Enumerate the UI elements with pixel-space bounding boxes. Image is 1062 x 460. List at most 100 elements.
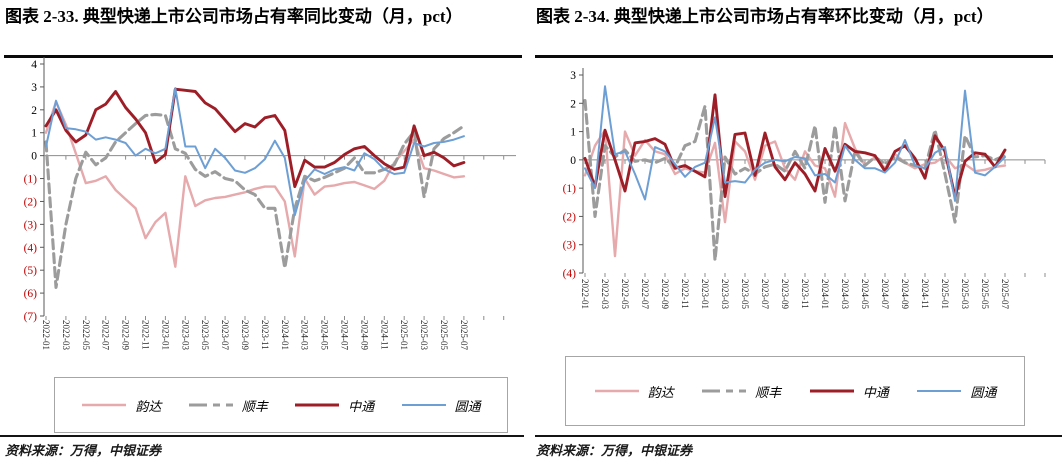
source-text: 资料来源：万得，中银证券	[536, 443, 693, 458]
legend-entry-zhongtong: 中通	[809, 382, 889, 401]
y-tick-label: (1)	[24, 174, 38, 186]
legend-label: 中通	[862, 384, 889, 400]
legend-label: 顺丰	[241, 398, 268, 414]
x-tick-label: 2022-01	[580, 279, 590, 309]
legend-label: 圆通	[970, 384, 997, 400]
x-tick-label: 2025-07	[1000, 279, 1010, 309]
legend-label: 中通	[348, 398, 375, 414]
y-tick-label: 0	[31, 151, 37, 163]
x-tick-label: 2023-03	[720, 279, 730, 309]
x-tick-label: 2023-05	[200, 320, 210, 350]
y-tick-label: (5)	[24, 265, 38, 277]
y-tick-label: 3	[570, 70, 576, 82]
legend-entry-zhongtong: 中通	[294, 396, 374, 415]
x-tick-label: 2022-05	[81, 320, 91, 350]
yunda-line-swatch-icon	[594, 389, 639, 393]
legend-label: 顺丰	[755, 384, 782, 400]
legend-entry-yunda: 韵达	[594, 382, 674, 401]
shunfeng-line-swatch-icon	[702, 389, 747, 393]
x-tick-label: 2023-01	[700, 279, 710, 309]
x-tick-label: 2024-07	[340, 320, 350, 350]
mom-line-chart: 3 2 1 0 (1) (2) (3) (4)2022-01 2022-03 2022-05 202…	[563, 68, 1046, 309]
y-tick-label: (7)	[24, 311, 38, 323]
x-tick-label: 2025-07	[459, 320, 469, 350]
x-tick-label: 2024-01	[280, 320, 290, 350]
x-tick-label: 2023-07	[760, 279, 770, 309]
series-line-shunfeng	[583, 98, 1007, 262]
yunda-line-swatch-icon	[82, 403, 127, 407]
x-tick-label: 2025-05	[980, 279, 990, 309]
x-tick-label: 2025-03	[419, 320, 429, 350]
source-text: 资料来源：万得，中银证券	[5, 443, 162, 458]
x-tick-label: 2022-03	[61, 320, 71, 350]
source-divider	[0, 435, 524, 437]
y-axis: 4 3 2 1 0 (1) (2) (3) (4) (5) (6) (7)	[24, 57, 45, 323]
y-tick-label: (1)	[563, 183, 577, 195]
y-tick-label: (2)	[24, 196, 38, 208]
x-axis	[583, 159, 1046, 277]
x-tick-label: 2024-01	[820, 279, 830, 309]
y-tick-label: 2	[570, 98, 576, 110]
x-tick-label: 2022-05	[620, 279, 630, 309]
x-tick-label: 2025-03	[960, 279, 970, 309]
series-line-yunda	[583, 121, 1007, 258]
legend-label: 韵达	[135, 398, 162, 414]
x-tick-label: 2025-05	[439, 320, 449, 350]
x-tick-label: 2023-03	[180, 320, 190, 350]
y-tick-label: 3	[31, 82, 37, 94]
yuantong-line-swatch-icon	[401, 404, 446, 406]
y-axis: 3 2 1 0 (1) (2) (3) (4)	[563, 68, 584, 280]
x-tick-label: 2022-07	[640, 279, 650, 309]
y-tick-label: (4)	[24, 242, 38, 254]
series-line-zhongtong	[583, 93, 1007, 199]
source-divider	[535, 435, 1062, 437]
x-tick-labels: 2022-01 2022-03 2022-05 2022-07 2022-09 2022-…	[580, 279, 1010, 309]
x-tick-label: 2023-01	[160, 320, 170, 350]
yoy-line-chart: 4 3 2 1 0 (1) (2) (3) (4) (5) (6) (7)2022-01 2022-03…	[24, 57, 516, 350]
y-tick-label: 1	[31, 128, 37, 140]
x-tick-label: 2023-09	[240, 320, 250, 350]
legend-entry-yunda: 韵达	[81, 396, 161, 415]
y-tick-label: 2	[31, 105, 37, 117]
legend-label: 圆通	[454, 398, 481, 414]
series-line-yuantong	[45, 87, 465, 217]
panel-mom-chart: 图表 2-34. 典型快递上市公司市场占有率环比变动（月，pct） 3 2 1 0 (1…	[531, 0, 1062, 460]
x-tick-label: 2022-03	[600, 279, 610, 309]
y-tick-label: (2)	[563, 211, 577, 223]
y-tick-label: (6)	[24, 288, 38, 300]
x-tick-label: 2022-09	[121, 320, 131, 350]
legend-entry-shunfeng: 顺丰	[701, 382, 781, 401]
series-line-yuantong	[584, 85, 1006, 202]
x-tick-label: 2024-03	[840, 279, 850, 309]
chart-legend: 韵达 顺丰 中通 圆通	[565, 356, 1025, 426]
x-tick-label: 2022-11	[141, 320, 151, 350]
x-tick-label: 2022-07	[101, 320, 111, 350]
zhongtong-line-swatch-icon	[295, 403, 340, 407]
legend-entry-yuantong: 圆通	[916, 382, 996, 401]
chart-title-mom: 图表 2-34. 典型快递上市公司市场占有率环比变动（月，pct）	[536, 7, 994, 26]
x-tick-label: 2023-05	[740, 279, 750, 309]
series-line-zhongtong	[44, 87, 466, 189]
y-tick-label: 1	[570, 127, 576, 139]
y-tick-label: (3)	[24, 219, 38, 231]
x-tick-label: 2024-03	[300, 320, 310, 350]
x-tick-label: 2022-11	[680, 279, 690, 309]
x-tick-labels: 2022-01 2022-03 2022-05 2022-07 2022-09 2022-…	[41, 320, 469, 350]
x-tick-label: 2025-01	[399, 320, 409, 350]
chart-legend: 韵达 顺丰 中通 圆通	[54, 377, 508, 433]
x-tick-label: 2023-09	[780, 279, 790, 309]
yuantong-line-swatch-icon	[917, 390, 962, 392]
x-tick-label: 2024-05	[860, 279, 870, 309]
x-tick-label: 2024-11	[379, 320, 389, 350]
y-tick-label: (3)	[563, 240, 577, 252]
y-tick-label: 0	[570, 155, 576, 167]
x-tick-label: 2022-01	[41, 320, 51, 350]
title-underline	[535, 55, 1053, 58]
x-tick-label: 2025-01	[940, 279, 950, 309]
y-tick-label: (4)	[563, 268, 577, 280]
panel-yoy-chart: 图表 2-33. 典型快递上市公司市场占有率同比变动（月，pct） 4 3 2 1 0 (…	[0, 7, 524, 458]
series-line-shunfeng	[44, 112, 466, 289]
x-tick-label: 2024-11	[920, 279, 930, 309]
zhongtong-line-swatch-icon	[809, 389, 854, 393]
